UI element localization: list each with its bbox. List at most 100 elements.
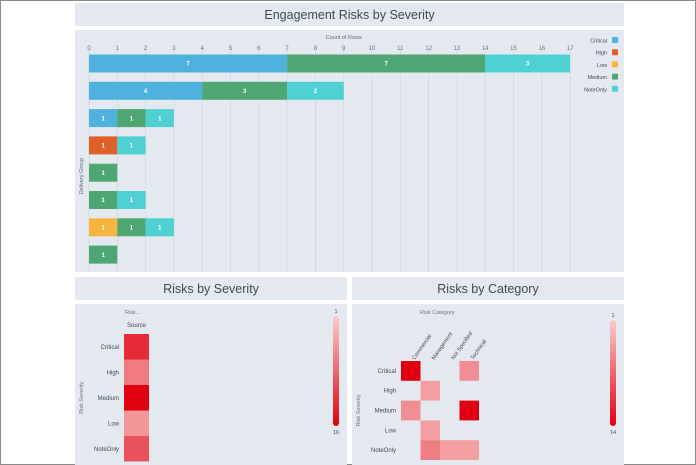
category-heatmap-panel[interactable]: Risk Category Commercial Management Not Spe…: [352, 304, 624, 465]
row-label: High: [107, 370, 119, 376]
x-tick-label: 6: [257, 46, 261, 52]
row-label: Low: [385, 428, 397, 434]
column-header: Risk...: [125, 310, 141, 316]
column-label: Commercial: [411, 334, 433, 361]
bar-segment-critical[interactable]: [89, 54, 288, 73]
severity-heatmap[interactable]: Risk... Source Risk Severity Critical High Me…: [75, 304, 347, 465]
bar-segment-critical[interactable]: [89, 109, 118, 128]
bar-data-label: 3: [526, 62, 530, 68]
bar-data-label: 1: [101, 226, 105, 232]
x-tick-label: 4: [201, 46, 205, 52]
bar-data-label: 2: [314, 89, 318, 95]
bar-segment-critical[interactable]: [89, 81, 203, 100]
heatmap-cell[interactable]: [401, 400, 421, 421]
x-tick-label: 8: [314, 46, 318, 52]
x-tick-label: 2: [144, 46, 148, 52]
scale-max-label: 14: [610, 430, 616, 436]
bar-segment-high[interactable]: [89, 136, 118, 155]
row-label: High: [384, 389, 396, 395]
color-scale-bar: [610, 320, 616, 426]
heatmap-cell[interactable]: [459, 440, 480, 460]
heatmap-cell[interactable]: [124, 410, 149, 437]
x-tick-label: 9: [342, 46, 346, 52]
engagement-chart-title: Engagement Risks by Severity: [75, 3, 624, 26]
column-header: Risk Category: [420, 310, 455, 316]
legend-label: High: [596, 51, 607, 57]
row-label: NoteOnly: [94, 447, 119, 453]
bar-segment-noteonly[interactable]: [145, 109, 174, 128]
scale-min-label: 1: [611, 313, 614, 319]
x-tick-label: 5: [229, 46, 233, 52]
legend-swatch-noteonly: [612, 85, 618, 92]
bar-data-label: 1: [158, 226, 162, 232]
bar-data-label: 7: [186, 62, 190, 68]
bar-data-label: 1: [130, 198, 134, 204]
row-label: Medium: [375, 409, 396, 415]
heatmap-cell[interactable]: [401, 361, 421, 381]
bar-segment-noteonly[interactable]: [485, 54, 571, 73]
scale-max-label: 16: [333, 430, 339, 436]
bar-segment-noteonly[interactable]: [145, 218, 174, 237]
bar-segment-medium[interactable]: [287, 54, 486, 73]
bar-segment-low[interactable]: [89, 218, 118, 237]
bar-segment-noteonly[interactable]: [117, 191, 146, 209]
heatmap-cell[interactable]: [440, 440, 460, 460]
bar-segment-medium[interactable]: [89, 191, 118, 209]
x-tick-label: 3: [172, 46, 176, 52]
x-tick-label: 12: [425, 46, 432, 52]
y-axis-title: Risk Severity: [79, 381, 85, 413]
column-label: Technical: [470, 339, 488, 361]
legend-swatch-critical: [612, 37, 618, 43]
bar-segment-medium[interactable]: [89, 245, 118, 264]
bar-data-label: 1: [101, 144, 105, 150]
bar-data-label: 1: [130, 116, 134, 122]
row-label: Low: [108, 421, 120, 427]
heatmap-cell[interactable]: [124, 359, 149, 386]
scale-min-label: 1: [334, 309, 337, 315]
x-tick-label: 14: [482, 46, 489, 52]
heatmap-cell[interactable]: [420, 380, 441, 401]
bar-data-label: 1: [101, 253, 105, 259]
legend-label: Low: [597, 63, 607, 69]
bar-segment-medium[interactable]: [117, 109, 146, 128]
row-label: Critical: [378, 369, 396, 375]
bar-segment-medium[interactable]: [117, 218, 146, 237]
heatmap-cell[interactable]: [124, 385, 149, 411]
heatmap-cell[interactable]: [124, 436, 149, 462]
bar-segment-medium[interactable]: [89, 163, 118, 182]
engagement-chart-panel[interactable]: Count of Rows 0 1 2 3 4 5 6 7 8 9 10 11 12 13 14 15 16 17 D…: [75, 30, 624, 272]
y-axis-title: Delivery Group: [79, 158, 85, 195]
bar-data-label: 7: [384, 62, 388, 68]
bar-segment-medium[interactable]: [202, 81, 288, 100]
heatmap-cell[interactable]: [420, 420, 441, 441]
x-tick-label: 17: [567, 46, 574, 52]
legend-label: Critical: [590, 39, 607, 45]
x-tick-label: 11: [397, 46, 404, 52]
heatmap-cell[interactable]: [459, 400, 480, 421]
x-tick-label: 13: [454, 46, 461, 52]
heatmap-cell[interactable]: [420, 440, 441, 460]
severity-heatmap-panel[interactable]: Risk... Source Risk Severity Critical High Me…: [75, 304, 347, 465]
bar-segment-noteonly[interactable]: [117, 136, 146, 155]
legend-label: Medium: [587, 75, 607, 81]
legend-swatch-high: [612, 49, 618, 56]
severity-chart-title: Risks by Severity: [75, 277, 347, 300]
bar-data-label: 1: [158, 116, 162, 122]
heatmap-cell[interactable]: [459, 361, 480, 381]
row-label: Medium: [98, 396, 119, 402]
x-tick-label: 15: [510, 46, 517, 52]
category-chart-title: Risks by Category: [352, 277, 624, 300]
legend-label: NoteOnly: [584, 87, 607, 93]
bar-data-label: 1: [130, 226, 134, 232]
bar-data-label: 4: [144, 89, 148, 95]
bar-segment-noteonly[interactable]: [287, 81, 344, 100]
bar-data-label: 3: [243, 89, 247, 95]
x-axis-title: Count of Rows: [326, 35, 362, 41]
bar-data-label: 1: [130, 144, 134, 150]
heatmap-cell[interactable]: [124, 334, 149, 360]
bar-data-label: 1: [101, 116, 105, 122]
x-tick-label: 10: [369, 46, 376, 52]
